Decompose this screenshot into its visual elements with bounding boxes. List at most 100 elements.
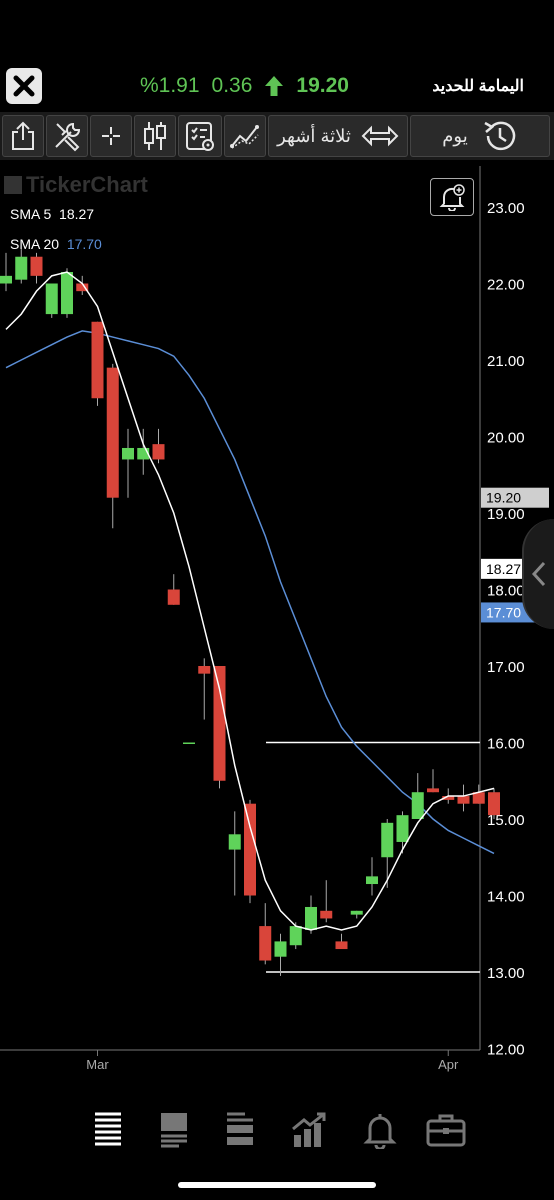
chart-toolbar: ثلاثة أشهر يوم <box>0 112 554 160</box>
watermark: TickerChart <box>4 172 148 198</box>
change-value: 0.36 <box>211 74 253 97</box>
y-tick-label: 15.00 <box>487 812 525 829</box>
sma5-label: SMA 5 <box>10 206 52 222</box>
candle-up <box>0 275 12 284</box>
price-badge <box>481 487 549 508</box>
alerts-icon <box>363 1114 397 1149</box>
sma20-value: 17.70 <box>66 236 102 252</box>
candle-down <box>152 444 165 460</box>
period-selector[interactable]: ثلاثة أشهر <box>268 115 408 157</box>
candle-up <box>381 822 394 858</box>
price-badge-label: 18.27 <box>486 561 521 577</box>
candle-up <box>350 910 363 915</box>
period-label: ثلاثة أشهر <box>277 125 351 146</box>
candle-down <box>106 367 119 498</box>
crosshair-icon <box>102 127 120 145</box>
tools-icon <box>55 122 81 152</box>
candle-up <box>274 941 287 957</box>
trend-line-icon <box>230 125 259 149</box>
indicators-button[interactable] <box>178 115 222 157</box>
x-tick-label: Apr <box>438 1057 459 1072</box>
add-alert-button[interactable] <box>430 178 474 216</box>
candle-down <box>198 666 211 674</box>
collapse-panel-tab[interactable] <box>522 519 554 629</box>
y-tick-label: 14.00 <box>487 889 525 906</box>
share-button[interactable] <box>2 115 44 157</box>
quote-summary: %1.91 0.36 19.20 <box>140 74 349 98</box>
share-icon <box>12 121 34 150</box>
sma5-value: 18.27 <box>59 206 95 222</box>
watchlist-full-icon <box>95 1112 121 1146</box>
interval-label: يوم <box>442 125 468 146</box>
sma20-line <box>5 330 495 855</box>
candle-up <box>228 834 241 850</box>
y-tick-label: 21.00 <box>487 353 525 370</box>
candle-up <box>15 256 28 280</box>
candle-up <box>305 906 317 930</box>
last-price: 19.20 <box>296 74 349 97</box>
interval-selector[interactable]: يوم <box>410 115 550 157</box>
tickerchart-logo <box>4 176 22 194</box>
candle-down <box>76 283 89 292</box>
chevron-left-icon <box>531 561 546 587</box>
candle-up <box>122 447 134 460</box>
chart-canvas[interactable]: 23.00 22.00 21.00 20.00 19.00 18.00 17.00 16.00… <box>0 166 554 1086</box>
candle-down <box>320 910 333 919</box>
y-tick-label: 23.00 <box>487 200 525 217</box>
nav-charts[interactable] <box>288 1108 332 1152</box>
candle-down <box>167 589 180 605</box>
crosshair-button[interactable] <box>90 115 132 157</box>
y-tick-label: 18.00 <box>487 583 525 600</box>
candle-up <box>411 792 424 819</box>
candle-down <box>91 321 104 399</box>
watermark-text: TickerChart <box>26 172 148 197</box>
y-tick-label: 16.00 <box>487 736 525 753</box>
y-tick-label: 12.00 <box>487 1042 525 1059</box>
y-tick-label: 17.00 <box>487 659 525 676</box>
nav-portfolio[interactable] <box>424 1108 468 1152</box>
candle-up <box>45 283 58 315</box>
change-percent: %1.91 <box>140 74 200 97</box>
y-tick-label: 22.00 <box>487 277 525 294</box>
home-indicator <box>178 1182 376 1188</box>
sma20-label: SMA 20 <box>10 236 60 252</box>
bottom-nav <box>0 1100 554 1164</box>
candle-up <box>183 742 195 744</box>
expand-arrows-icon <box>361 125 399 147</box>
price-chart[interactable]: 23.00 22.00 21.00 20.00 19.00 18.00 17.00 16.00… <box>0 166 554 1086</box>
arrow-up-icon <box>265 76 284 96</box>
candle-up <box>396 815 409 842</box>
candle-up <box>366 876 378 885</box>
y-tick-label: 20.00 <box>487 430 525 447</box>
x-tick-label: Mar <box>86 1057 109 1072</box>
candle-down <box>472 792 485 804</box>
candle-down <box>213 666 226 781</box>
indicator-settings-icon <box>186 122 214 151</box>
drawing-tools-button[interactable] <box>224 115 266 157</box>
add-alert-bell-icon <box>439 184 465 211</box>
settings-button[interactable] <box>46 115 88 157</box>
symbol-name: اليمامة للحديد <box>432 78 524 95</box>
chart-type-button[interactable] <box>134 115 176 157</box>
candle-down <box>457 796 470 804</box>
nav-watchlist-compact[interactable] <box>152 1108 196 1152</box>
portfolio-icon <box>426 1114 466 1147</box>
chart-icon <box>292 1112 326 1147</box>
y-tick-label: 13.00 <box>487 965 525 982</box>
candle-down <box>335 941 348 950</box>
nav-watchlist-table[interactable] <box>218 1108 262 1152</box>
close-button[interactable] <box>6 68 42 104</box>
close-icon <box>13 75 35 97</box>
candle-up <box>61 272 73 315</box>
history-clock-icon <box>484 121 515 151</box>
sma20-legend: SMA 20 17.70 <box>10 236 102 252</box>
candle-down <box>30 256 43 276</box>
candle-down <box>244 803 256 896</box>
nav-watchlist-full[interactable] <box>86 1108 130 1152</box>
watchlist-table-icon <box>227 1112 253 1145</box>
price-badge-label: 19.20 <box>486 490 521 506</box>
nav-alerts[interactable] <box>358 1108 402 1152</box>
watchlist-compact-icon <box>161 1113 187 1148</box>
sma5-legend: SMA 5 18.27 <box>10 206 94 222</box>
candlestick-icon <box>144 122 166 150</box>
